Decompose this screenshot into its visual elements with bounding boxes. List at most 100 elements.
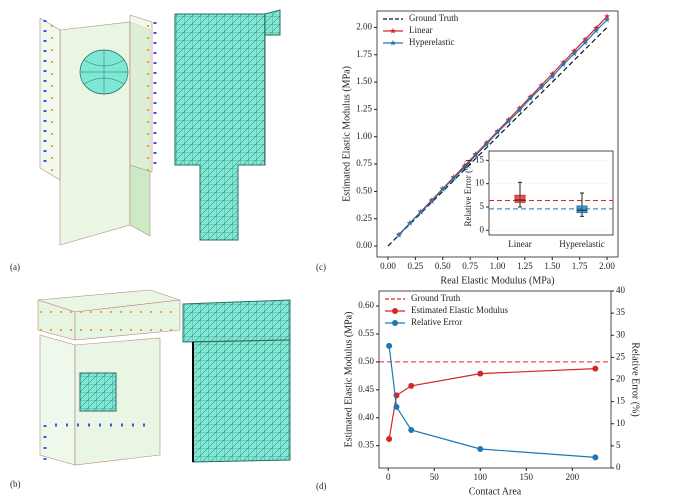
x-tick-label: 0.00 — [380, 261, 396, 271]
data-point — [408, 382, 415, 389]
series-line — [398, 19, 608, 236]
y-tick-label: 1.75 — [356, 49, 372, 59]
legend-marker — [389, 39, 397, 46]
render-a — [39, 9, 281, 246]
data-point — [428, 198, 435, 204]
y-tick-label: 10 — [475, 178, 485, 188]
legend-label: Estimated Elastic Modulus — [411, 305, 508, 315]
x-axis-label: Contact Area — [469, 486, 522, 497]
data-point — [592, 454, 599, 461]
y-axis-label: Relative Error (%) — [463, 160, 473, 227]
data-point — [592, 365, 599, 372]
x-tick-label: Hyperelastic — [559, 239, 604, 249]
y-tick-label: 0.60 — [358, 300, 374, 310]
panel-label: (a) — [10, 262, 20, 272]
legend-marker — [389, 27, 397, 34]
x-tick-label: 100 — [474, 472, 488, 482]
legend-label: Linear — [409, 25, 432, 35]
y-axis-label: Estimated Elastic Modulus (MPa) — [341, 66, 352, 202]
legend-label: Relative Error — [411, 317, 462, 327]
x-axis-label: Real Elastic Modulus (MPa) — [440, 275, 554, 286]
y2-tick-label: 15 — [616, 396, 626, 406]
data-point — [494, 129, 501, 135]
y-tick-label: 0.55 — [358, 328, 374, 338]
y-tick-label: 0.35 — [358, 440, 374, 450]
box — [576, 205, 588, 214]
panel-label: (b) — [10, 479, 21, 489]
y-tick-label: 2.00 — [356, 21, 372, 31]
panel-label: (d) — [316, 481, 327, 491]
x-tick-label: Linear — [508, 239, 531, 249]
data-point — [483, 141, 490, 147]
y-tick-label: 5 — [480, 201, 485, 211]
series-line — [388, 345, 596, 458]
y-tick-label: 0 — [480, 224, 485, 234]
x-tick-label: 50 — [430, 472, 440, 482]
y-tick-label: 0.00 — [356, 240, 372, 250]
y-tick-label: 15 — [475, 154, 485, 164]
x-tick-label: 0.25 — [407, 261, 423, 271]
data-point — [505, 118, 512, 125]
y-tick-label: 1.50 — [356, 76, 372, 86]
y2-tick-label: 20 — [616, 374, 626, 384]
data-point — [582, 39, 589, 46]
y2-tick-label: 35 — [616, 307, 626, 317]
data-point — [549, 73, 556, 80]
legend-label: Ground Truth — [411, 293, 461, 303]
plot-frame — [376, 10, 619, 258]
panel-label: (c) — [316, 262, 326, 272]
data-point — [386, 435, 393, 442]
y-tick-label: 1.25 — [356, 103, 372, 113]
y-tick-label: 0.25 — [356, 213, 372, 223]
y-tick-label: 0.45 — [358, 384, 374, 394]
x-tick-label: 1.25 — [517, 261, 533, 271]
data-point — [472, 152, 479, 158]
data-point — [386, 342, 393, 349]
x-tick-label: 2.00 — [599, 261, 615, 271]
y-tick-label: 0.50 — [358, 356, 374, 366]
y-tick-label: 0.40 — [358, 412, 374, 422]
x-tick-label: 0 — [386, 472, 391, 482]
y2-tick-label: 30 — [616, 329, 626, 339]
legend-label: Hyperelastic — [409, 37, 454, 47]
data-point — [417, 208, 424, 215]
x-tick-label: 0.50 — [435, 261, 451, 271]
inset-background — [488, 150, 614, 236]
data-point — [604, 13, 611, 20]
x-tick-label: 150 — [520, 472, 534, 482]
series-line — [387, 26, 608, 247]
data-point — [461, 164, 468, 170]
legend-label: Ground Truth — [409, 13, 459, 23]
y2-tick-label: 0 — [616, 462, 621, 472]
x-tick-label: 0.75 — [462, 261, 478, 271]
data-point — [538, 84, 545, 91]
legend-marker — [392, 308, 398, 314]
data-point — [560, 61, 567, 68]
box — [514, 194, 526, 203]
data-point — [395, 231, 402, 238]
x-tick-label: 1.00 — [490, 261, 506, 271]
data-point — [516, 107, 523, 114]
y-axis-label: Estimated Elastic Modulus (MPa) — [343, 312, 354, 448]
x-tick-label: 200 — [566, 472, 580, 482]
plot-frame — [378, 290, 612, 469]
render-b — [37, 289, 291, 466]
data-point — [408, 426, 415, 433]
y2-tick-label: 25 — [616, 351, 626, 361]
y-tick-label: 0.75 — [356, 158, 372, 168]
data-point — [450, 175, 457, 181]
data-point — [477, 370, 484, 377]
data-point — [582, 36, 589, 43]
data-point — [439, 186, 446, 192]
y2-tick-label: 10 — [616, 418, 626, 428]
x-tick-label: 1.50 — [544, 261, 560, 271]
y-tick-label: 1.00 — [356, 131, 372, 141]
y2-tick-label: 40 — [616, 285, 626, 295]
y2-tick-label: 5 — [616, 440, 621, 450]
data-point — [604, 16, 611, 23]
y-tick-label: 0.50 — [356, 185, 372, 195]
data-point — [527, 95, 534, 102]
data-point — [393, 403, 400, 410]
